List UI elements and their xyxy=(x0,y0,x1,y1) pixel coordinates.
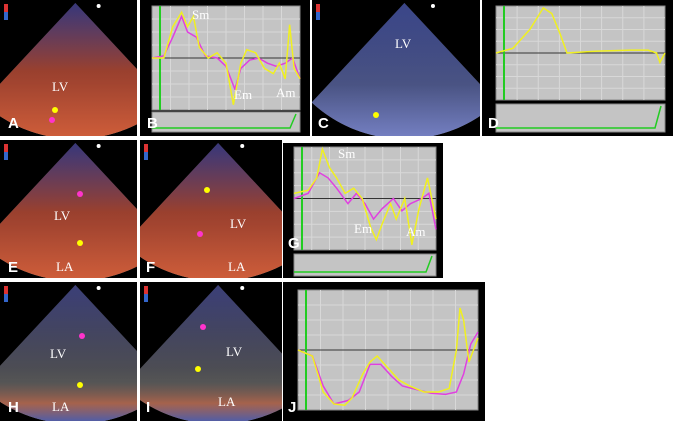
panel: J xyxy=(283,282,485,421)
label: LV xyxy=(50,346,67,361)
trace-magenta xyxy=(293,171,437,230)
panel: A LV xyxy=(0,0,137,136)
panel: E LV LA xyxy=(0,140,137,278)
color-bar-blue xyxy=(316,12,320,20)
strip-trace xyxy=(496,105,662,129)
color-doppler xyxy=(140,143,282,278)
trace-yellow xyxy=(297,307,479,406)
label: LA xyxy=(218,394,236,409)
color-doppler xyxy=(0,285,137,421)
color-bar-red xyxy=(4,4,8,12)
panel-letter: E xyxy=(8,259,18,276)
color-bar-red xyxy=(4,144,8,152)
color-doppler xyxy=(0,3,137,136)
label: LA xyxy=(56,259,74,274)
strip-trace xyxy=(294,255,433,273)
label: LV xyxy=(226,344,243,359)
panel: B Sm Em Am xyxy=(140,0,310,136)
panel-letter: G xyxy=(288,235,300,252)
color-doppler xyxy=(0,143,137,278)
marker xyxy=(96,4,101,8)
color-bar-blue xyxy=(144,152,148,160)
marker xyxy=(430,4,435,8)
sample-point xyxy=(49,117,55,123)
sample-point xyxy=(200,324,206,330)
label: LA xyxy=(52,399,70,414)
color-bar-red xyxy=(4,286,8,294)
label: LV xyxy=(54,208,71,223)
color-bar-red xyxy=(144,286,148,294)
label: Am xyxy=(276,85,296,100)
color-bar-blue xyxy=(144,294,148,302)
label: LV xyxy=(52,79,69,94)
sample-point xyxy=(77,382,83,388)
sample-point xyxy=(373,112,379,118)
panel-letter: I xyxy=(146,399,150,416)
label: Sm xyxy=(338,146,355,161)
sample-point xyxy=(204,187,210,193)
color-bar-blue xyxy=(4,294,8,302)
trace-yellow xyxy=(293,146,437,245)
color-bar-red xyxy=(316,4,320,12)
sample-point xyxy=(195,366,201,372)
label: LA xyxy=(228,259,246,274)
color-bar-red xyxy=(144,144,148,152)
sample-point xyxy=(52,107,58,113)
label: Em xyxy=(354,221,372,236)
panel: D xyxy=(482,0,673,136)
panel-letter: B xyxy=(147,115,158,132)
panel: F LV LA xyxy=(140,140,282,278)
trace-magenta xyxy=(297,331,479,405)
color-doppler xyxy=(312,3,480,136)
panel-letter: C xyxy=(318,115,329,132)
color-bar-blue xyxy=(4,152,8,160)
sample-point xyxy=(77,191,83,197)
color-bar-blue xyxy=(4,12,8,20)
panel: H LV LA xyxy=(0,282,137,421)
sample-point xyxy=(77,240,83,246)
panel-letter: A xyxy=(8,115,19,132)
label: LV xyxy=(230,216,247,231)
panel-letter: H xyxy=(8,399,19,416)
panel-letter: D xyxy=(488,115,499,132)
panel: G Sm Em Am xyxy=(283,143,443,278)
label: Am xyxy=(406,224,426,239)
panel: I LV LA xyxy=(140,282,282,421)
color-doppler xyxy=(140,285,282,421)
strip xyxy=(151,111,301,133)
sample-point xyxy=(79,333,85,339)
marker xyxy=(240,144,245,148)
trace-yellow xyxy=(495,6,666,65)
panel: C LV xyxy=(312,0,480,136)
marker xyxy=(96,144,101,148)
strip xyxy=(293,253,437,277)
marker xyxy=(96,286,101,290)
marker xyxy=(240,286,245,290)
trace-yellow xyxy=(152,10,301,105)
panel-letter: J xyxy=(288,399,296,416)
sample-point xyxy=(197,231,203,237)
label: LV xyxy=(395,36,412,51)
strip-trace xyxy=(152,113,297,129)
label: Em xyxy=(234,87,252,102)
panel-letter: F xyxy=(146,259,155,276)
label: Sm xyxy=(192,7,209,22)
